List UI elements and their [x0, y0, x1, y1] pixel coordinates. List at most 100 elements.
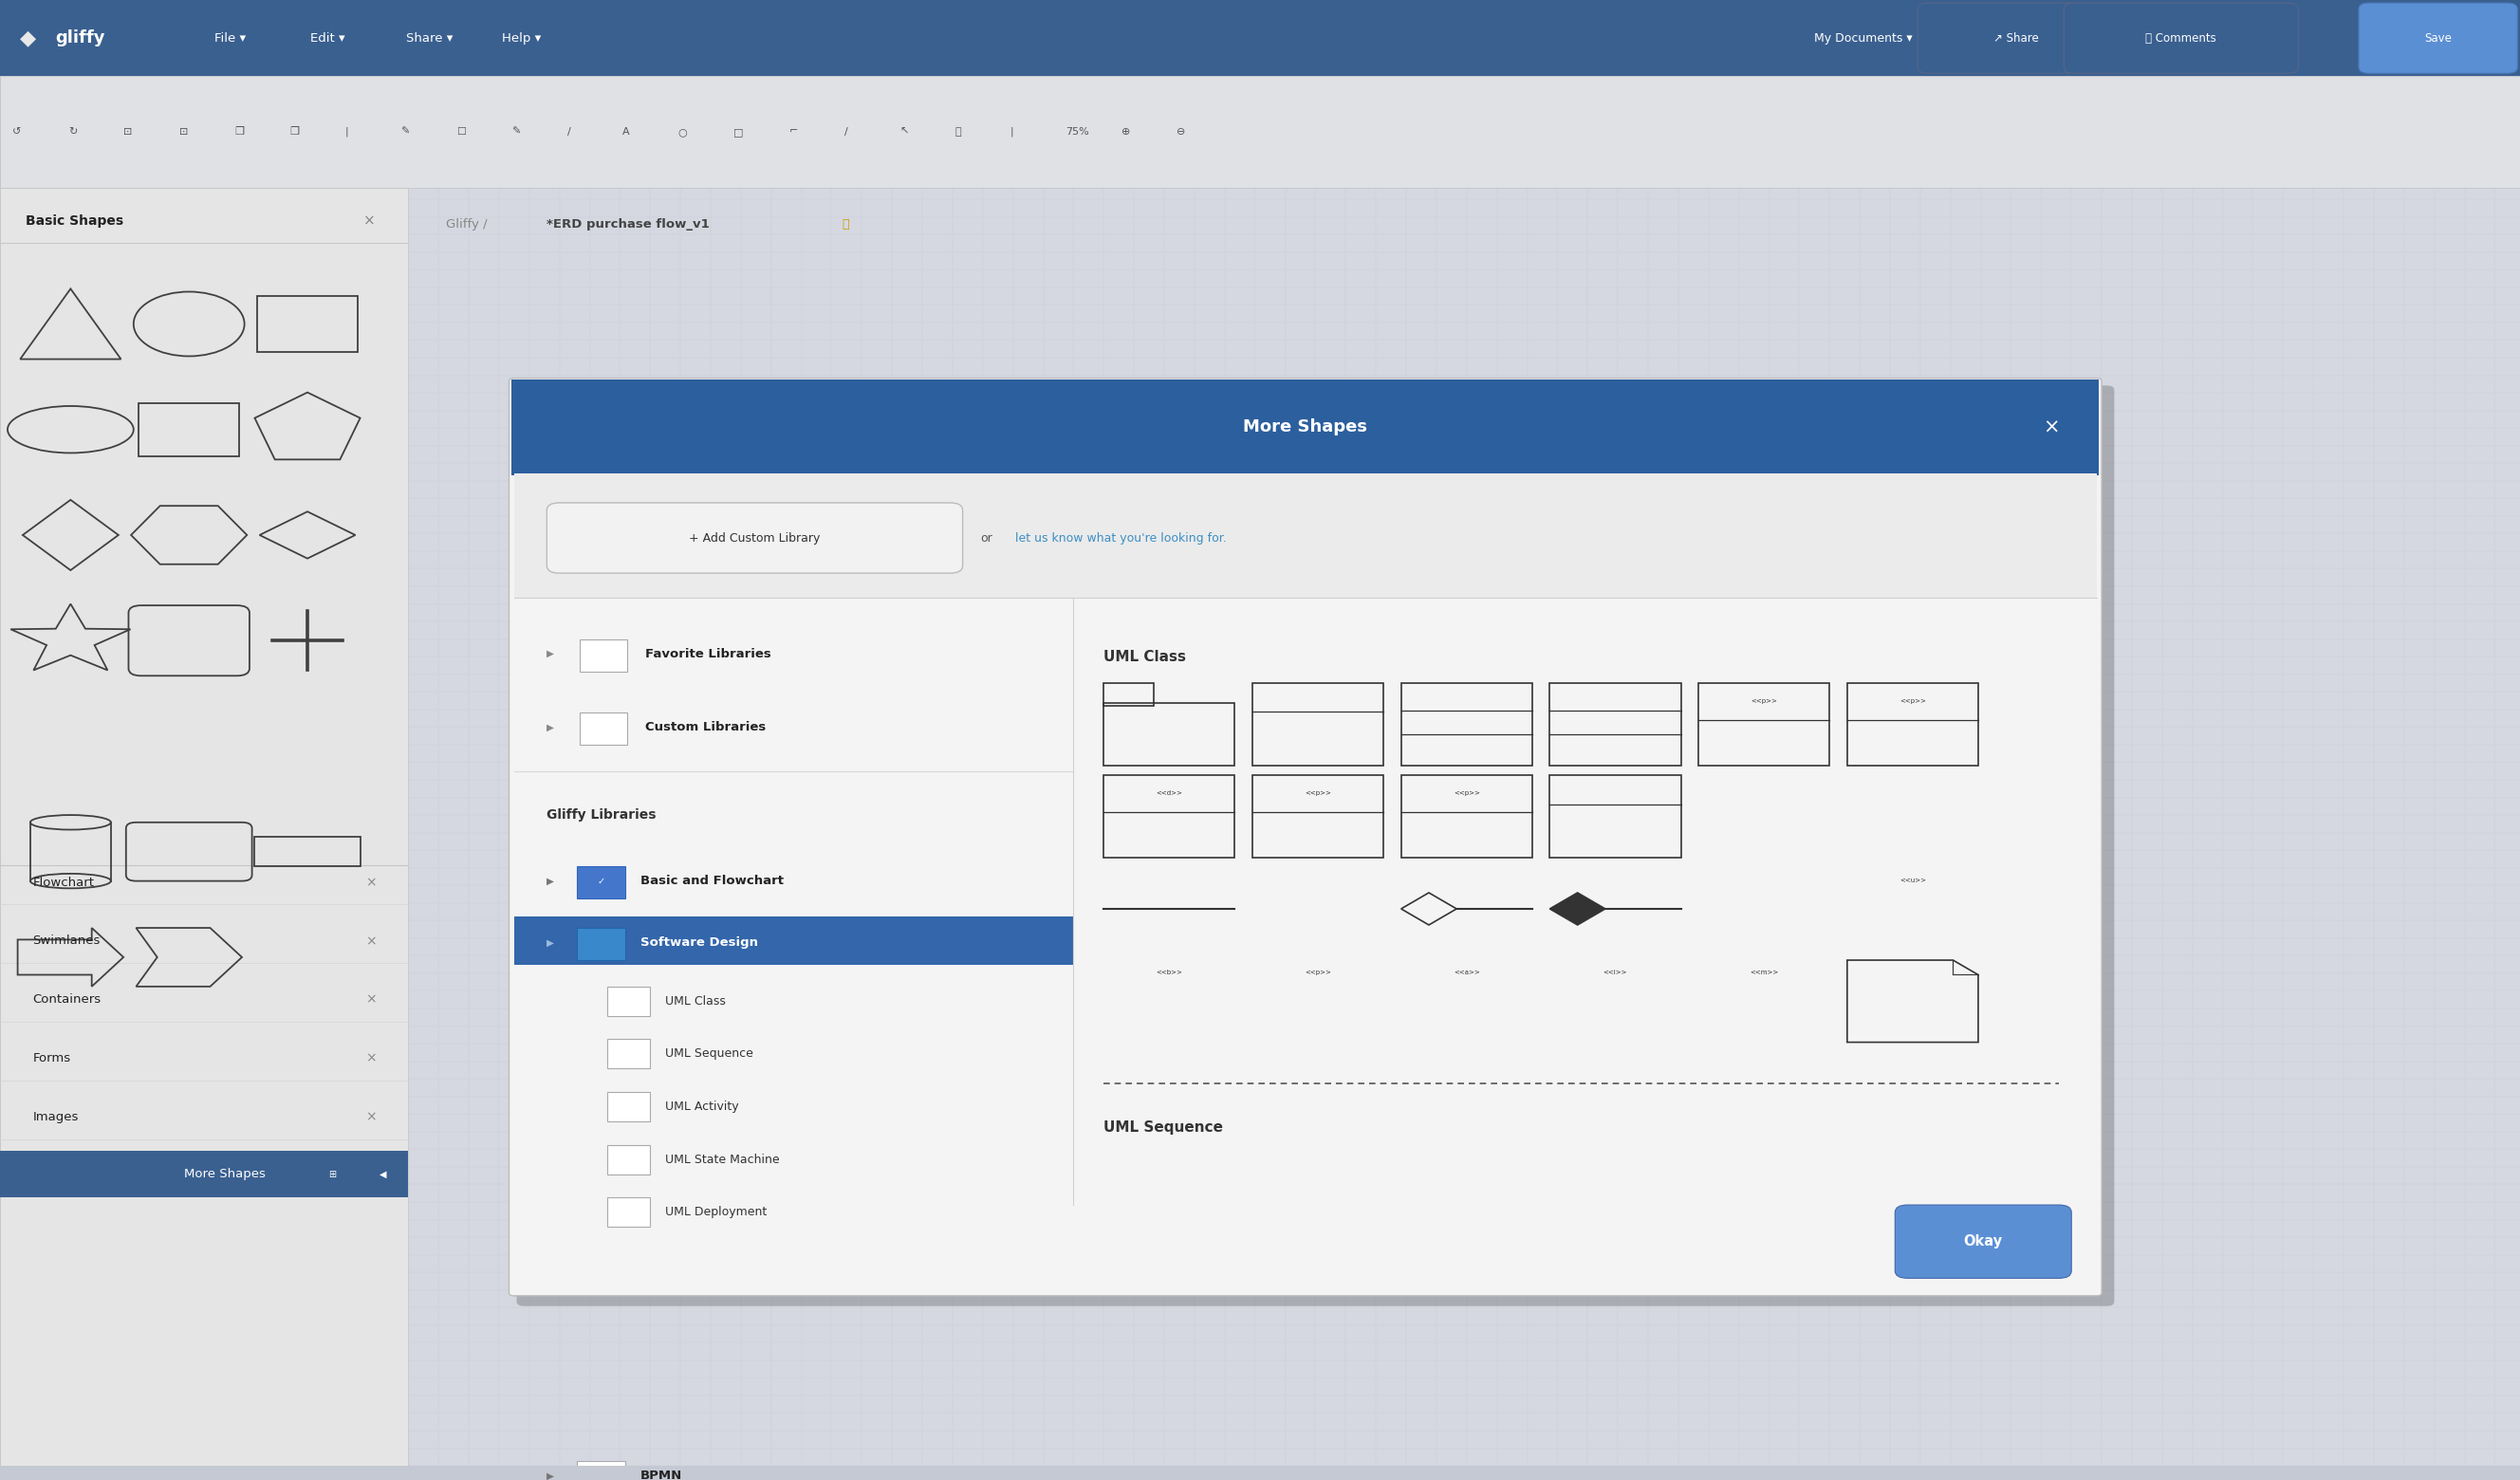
Text: Basic and Flowchart: Basic and Flowchart	[640, 875, 784, 887]
Text: Basic Shapes: Basic Shapes	[25, 215, 123, 228]
Text: More Shapes: More Shapes	[184, 1168, 265, 1181]
Text: ✋: ✋	[955, 127, 960, 136]
FancyBboxPatch shape	[607, 1197, 650, 1227]
FancyBboxPatch shape	[577, 866, 625, 898]
Text: ▶: ▶	[547, 938, 554, 947]
Text: Share ▾: Share ▾	[406, 33, 454, 44]
Text: UML State Machine: UML State Machine	[665, 1153, 779, 1166]
Text: Images: Images	[33, 1111, 78, 1123]
FancyBboxPatch shape	[607, 1092, 650, 1122]
Text: /: /	[844, 127, 847, 136]
Text: <<d>>: <<d>>	[1157, 790, 1182, 796]
Text: ○: ○	[678, 127, 688, 136]
Text: □: □	[733, 127, 743, 136]
FancyBboxPatch shape	[408, 188, 2520, 1465]
Text: Flowchart: Flowchart	[33, 876, 93, 888]
Text: 75%: 75%	[1066, 127, 1089, 136]
FancyBboxPatch shape	[517, 385, 2114, 1305]
Text: Software Design: Software Design	[640, 937, 759, 949]
Text: Custom Libraries: Custom Libraries	[645, 721, 766, 733]
Text: ✓: ✓	[597, 876, 605, 885]
Text: ✎: ✎	[401, 127, 411, 136]
FancyBboxPatch shape	[577, 1461, 625, 1480]
Text: ▶: ▶	[547, 650, 554, 659]
FancyBboxPatch shape	[0, 188, 408, 1465]
FancyBboxPatch shape	[2359, 3, 2517, 74]
Text: ×: ×	[365, 876, 375, 889]
Text: Favorite Libraries: Favorite Libraries	[645, 648, 771, 660]
FancyBboxPatch shape	[0, 1150, 408, 1197]
Text: BPMN: BPMN	[640, 1470, 683, 1480]
Text: ↻: ↻	[68, 127, 78, 136]
Text: <<b>>: <<b>>	[1157, 969, 1182, 975]
Text: Gliffy Libraries: Gliffy Libraries	[547, 808, 655, 821]
Text: ×: ×	[365, 1052, 375, 1066]
Text: Swimlanes: Swimlanes	[33, 935, 101, 947]
Text: 👤 ▾: 👤 ▾	[1991, 33, 2008, 44]
Text: UML Class: UML Class	[665, 995, 726, 1008]
Text: ▶: ▶	[547, 1471, 554, 1480]
Text: gliffy: gliffy	[55, 30, 106, 47]
Text: ⊖: ⊖	[1177, 127, 1187, 136]
Text: <<m>>: <<m>>	[1749, 969, 1779, 975]
Text: <<u>>: <<u>>	[1900, 878, 1925, 884]
Text: UML Sequence: UML Sequence	[1104, 1120, 1222, 1134]
Text: Help ▾: Help ▾	[501, 33, 542, 44]
Text: Okay: Okay	[1963, 1234, 2003, 1249]
Text: <<p>>: <<p>>	[1751, 699, 1777, 704]
FancyBboxPatch shape	[514, 916, 1074, 965]
Text: <<p>>: <<p>>	[1900, 699, 1925, 704]
Text: ▶: ▶	[547, 876, 554, 885]
FancyBboxPatch shape	[0, 77, 2520, 188]
Text: ◀: ◀	[381, 1169, 386, 1180]
Text: ❒: ❒	[290, 127, 300, 136]
FancyBboxPatch shape	[514, 474, 2097, 598]
FancyBboxPatch shape	[1895, 1205, 2071, 1279]
FancyBboxPatch shape	[580, 639, 627, 672]
Text: <<p>>: <<p>>	[1305, 790, 1331, 796]
FancyBboxPatch shape	[607, 1146, 650, 1174]
Text: |: |	[345, 127, 348, 138]
FancyBboxPatch shape	[509, 379, 2102, 1296]
Text: ◆: ◆	[20, 28, 35, 47]
Text: *ERD purchase flow_v1: *ERD purchase flow_v1	[547, 218, 711, 231]
FancyBboxPatch shape	[547, 503, 963, 573]
Text: ⌐: ⌐	[789, 127, 799, 136]
Text: <<p>>: <<p>>	[1454, 790, 1479, 796]
Text: |: |	[1011, 127, 1013, 138]
Text: ☐: ☐	[456, 127, 466, 136]
Text: ⊞: ⊞	[328, 1169, 338, 1180]
Text: File ▾: File ▾	[214, 33, 244, 44]
Text: Forms: Forms	[33, 1052, 71, 1064]
Text: UML Activity: UML Activity	[665, 1101, 738, 1113]
Text: 💬 Comments: 💬 Comments	[2145, 33, 2218, 44]
Text: ×: ×	[365, 1110, 375, 1123]
Text: ↗ Share: ↗ Share	[1993, 33, 2039, 44]
FancyBboxPatch shape	[607, 987, 650, 1015]
Text: ⊡: ⊡	[123, 127, 134, 136]
Text: ×: ×	[363, 215, 375, 228]
Text: let us know what you're looking for.: let us know what you're looking for.	[1016, 531, 1227, 545]
FancyBboxPatch shape	[607, 1039, 650, 1069]
FancyBboxPatch shape	[577, 928, 625, 961]
FancyBboxPatch shape	[512, 380, 2099, 475]
Text: <<a>>: <<a>>	[1454, 969, 1479, 975]
Text: ✎: ✎	[512, 127, 522, 136]
Text: <<i>>: <<i>>	[1603, 969, 1628, 975]
Text: or: or	[980, 531, 993, 545]
FancyBboxPatch shape	[0, 0, 2520, 77]
Text: ↺: ↺	[13, 127, 23, 136]
FancyBboxPatch shape	[2064, 3, 2298, 74]
FancyBboxPatch shape	[580, 712, 627, 744]
Text: 🔒: 🔒	[842, 218, 849, 231]
Text: + Add Custom Library: + Add Custom Library	[688, 531, 822, 545]
Text: Containers: Containers	[33, 993, 101, 1006]
Text: ×: ×	[365, 993, 375, 1006]
Text: UML Class: UML Class	[1104, 650, 1187, 665]
Text: <<p>>: <<p>>	[1305, 969, 1331, 975]
Text: ▶: ▶	[547, 722, 554, 731]
Text: ⊕: ⊕	[1121, 127, 1131, 136]
Text: ↖: ↖	[900, 127, 910, 136]
Text: A: A	[622, 127, 630, 136]
Text: Edit ▾: Edit ▾	[310, 33, 345, 44]
